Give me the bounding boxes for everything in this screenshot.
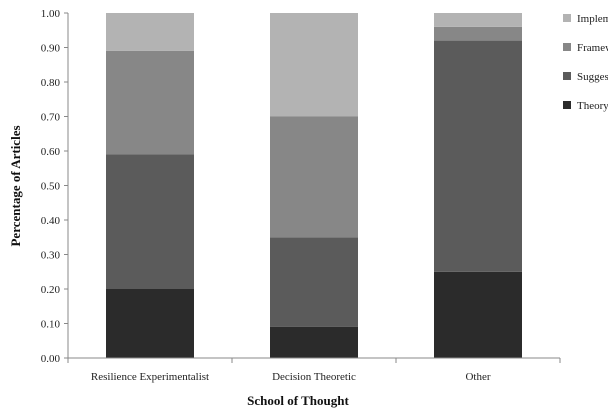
y-tick-label: 0.90: [41, 43, 61, 55]
legend-swatch-framework: [563, 43, 571, 51]
legend-swatch-implement: [563, 14, 571, 22]
bar-segment-theory-2: [434, 271, 522, 358]
x-axis-title: School of Thought: [247, 393, 349, 408]
y-tick-label: 0.50: [41, 181, 61, 193]
y-axis: 0.00 0.10 0.20 0.30 0.40 0.50 0.60 0.70 0.80 0.90…: [41, 8, 69, 365]
x-axis: Resilience Experimentalist Decision Theor…: [67, 357, 561, 383]
legend: Implement Framework Suggest Theory: [563, 13, 608, 112]
x-category-label: Other: [465, 371, 490, 383]
legend-swatch-theory: [563, 101, 571, 109]
legend-label-framework: Framework: [577, 42, 608, 54]
bar-segment-framework-2: [434, 26, 522, 41]
legend-label-implement: Implement: [577, 13, 608, 25]
bar-segment-suggest-2: [434, 40, 522, 272]
y-axis-title: Percentage of Articles: [8, 125, 23, 246]
legend-label-theory: Theory: [577, 100, 608, 112]
y-tick-label: 0.10: [41, 319, 61, 331]
bar-segment-framework-1: [270, 116, 358, 238]
bar-segment-suggest-1: [270, 237, 358, 327]
x-category-label: Resilience Experimentalist: [91, 371, 209, 383]
y-tick-label: 0.70: [41, 112, 61, 124]
y-tick-label: 0.00: [41, 353, 61, 365]
y-tick-label: 0.20: [41, 284, 61, 296]
legend-swatch-suggest: [563, 72, 571, 80]
bar-segment-framework-0: [106, 50, 194, 155]
bar-segment-suggest-0: [106, 154, 194, 289]
legend-label-suggest: Suggest: [577, 71, 608, 83]
bar-segment-implement-0: [106, 13, 194, 51]
bar-segment-implement-1: [270, 13, 358, 117]
x-category-label: Decision Theoretic: [272, 371, 356, 383]
bar-segment-theory-1: [270, 326, 358, 358]
bar-segment-theory-0: [106, 289, 194, 358]
y-tick-label: 0.80: [41, 77, 61, 89]
y-tick-label: 0.30: [41, 250, 61, 262]
bar-segment-implement-2: [434, 13, 522, 27]
y-tick-label: 0.60: [41, 146, 61, 158]
y-tick-label: 1.00: [41, 8, 61, 20]
y-tick-label: 0.40: [41, 215, 61, 227]
plot-area: [106, 13, 522, 358]
